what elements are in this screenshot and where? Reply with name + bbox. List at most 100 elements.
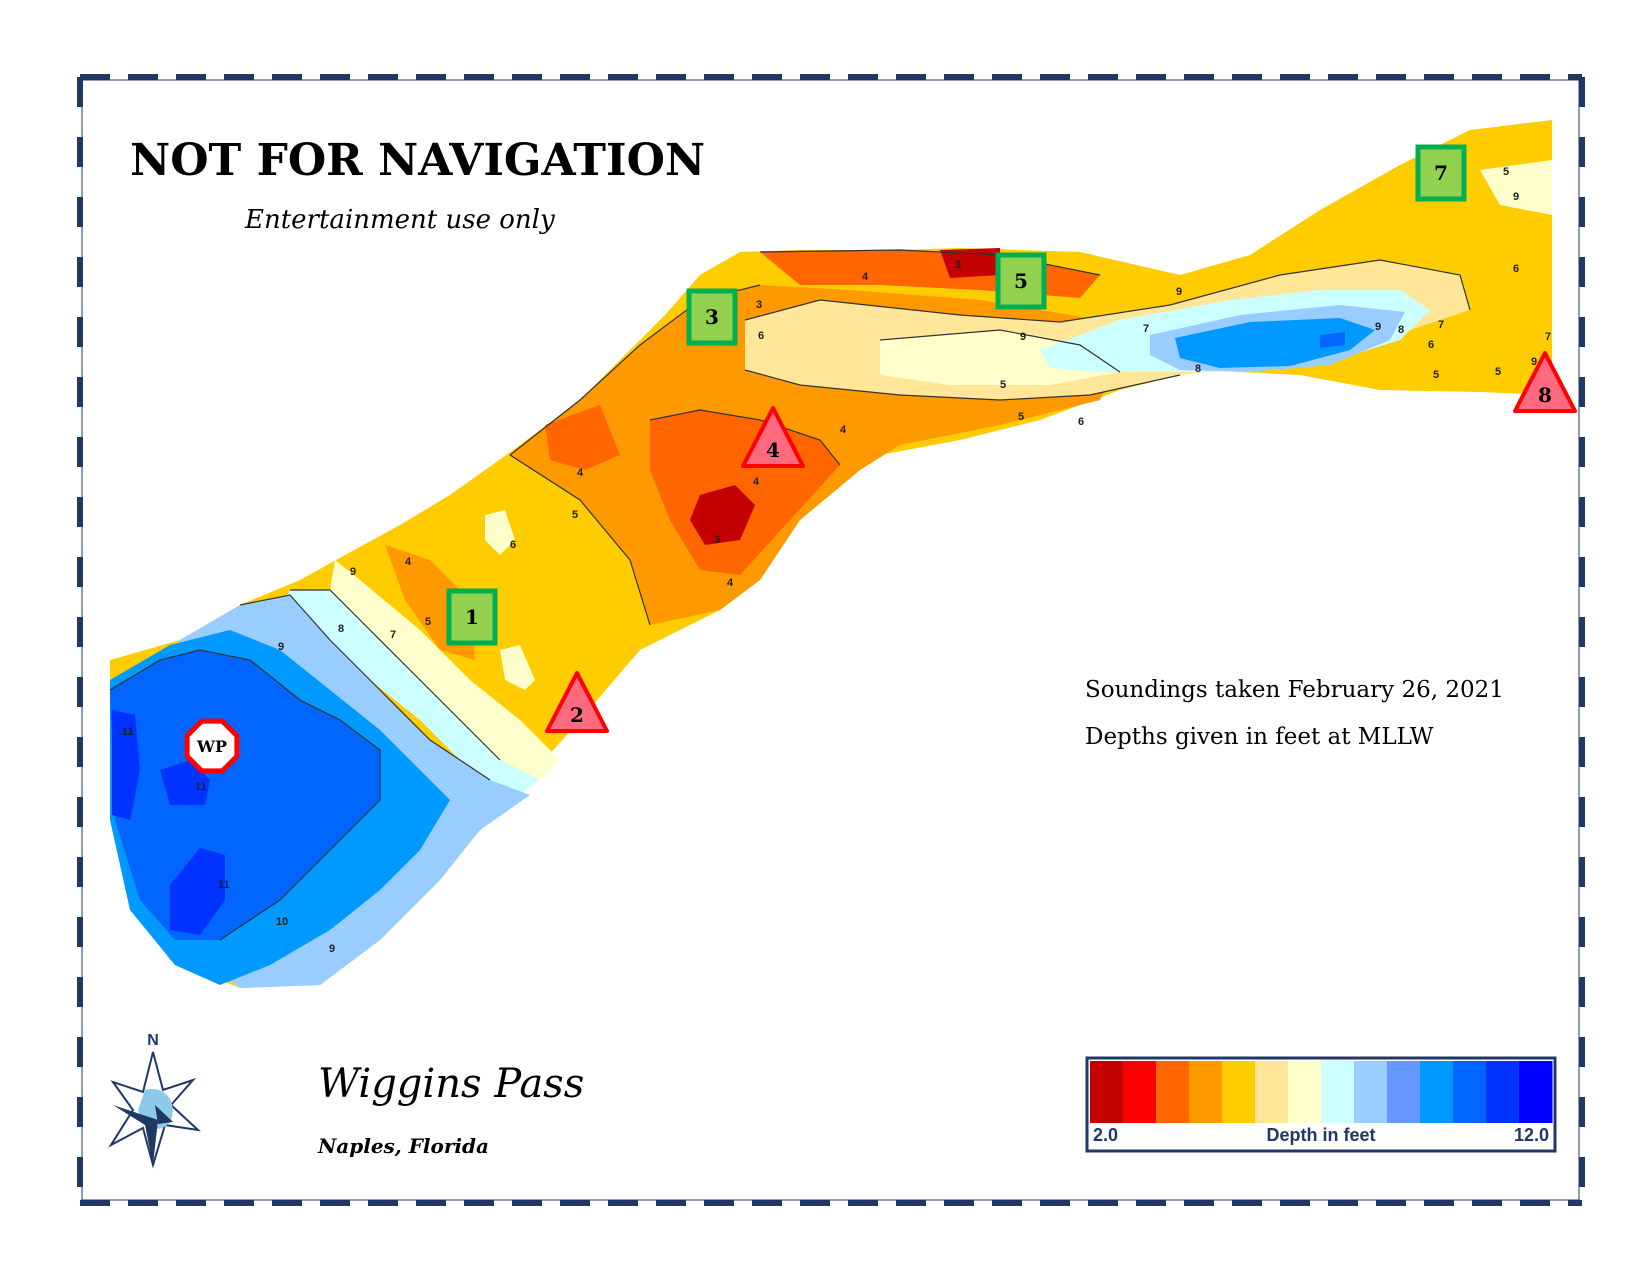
- contour-label: 5: [1503, 166, 1509, 178]
- contour-label: 10: [276, 916, 288, 928]
- green-marker: 5: [995, 252, 1047, 310]
- legend-swatch: [1090, 1061, 1124, 1123]
- green-marker: 7: [1415, 144, 1467, 202]
- datum-note: Depths given in feet at MLLW: [1085, 724, 1434, 750]
- legend-swatch: [1123, 1061, 1157, 1123]
- depth-zone-blue-east: [1175, 318, 1375, 368]
- green-marker: 3: [686, 288, 738, 346]
- warning-title: NOT FOR NAVIGATION: [130, 135, 705, 186]
- legend-swatches: [1090, 1061, 1553, 1123]
- contour-label: 9: [1513, 191, 1519, 203]
- legend-swatch: [1453, 1061, 1487, 1123]
- contour-label: 5: [425, 616, 431, 628]
- depth-zone-red: [690, 485, 755, 545]
- depth-zone-cream-shoal-2: [500, 645, 535, 690]
- legend-max-label: 12.0: [1514, 1125, 1549, 1145]
- contour-label: 3: [955, 259, 961, 271]
- contour-label: 6: [510, 539, 516, 551]
- depth-map: [110, 120, 1552, 988]
- red-marker: 4: [741, 406, 805, 468]
- waypoint-marker: WP: [184, 718, 240, 774]
- contour-label: 3: [756, 299, 762, 311]
- legend-swatch: [1420, 1061, 1454, 1123]
- legend-swatch: [1288, 1061, 1322, 1123]
- contour-label: 5: [572, 509, 578, 521]
- contour-label: 8: [1398, 324, 1404, 336]
- red-marker-label: 4: [766, 438, 780, 462]
- place-name: Wiggins Pass: [318, 1061, 584, 1107]
- legend-swatch: [1354, 1061, 1388, 1123]
- red-marker: 2: [545, 671, 609, 733]
- contour-label: 4: [405, 556, 412, 568]
- contour-label: 7: [390, 629, 396, 641]
- depth-zone-cyan-west: [280, 590, 540, 800]
- contour-label: 6: [1428, 339, 1434, 351]
- depth-zone-cream-shoal: [485, 510, 515, 555]
- legend-swatch: [1519, 1061, 1553, 1123]
- chart-frame: [77, 74, 1585, 1206]
- contour-label: 9: [329, 943, 335, 955]
- contour-label: 4: [840, 424, 847, 436]
- legend-title: Depth in feet: [1266, 1125, 1375, 1145]
- legend-swatch: [1486, 1061, 1520, 1123]
- contour-label: 4: [577, 467, 584, 479]
- contour-label: 5: [1495, 366, 1501, 378]
- contour-label: 6: [1513, 263, 1519, 275]
- depth-zone-deep-west-3: [170, 848, 225, 935]
- place-location: Naples, Florida: [317, 1134, 489, 1158]
- legend-swatch: [1255, 1061, 1289, 1123]
- red-marker-label: 2: [570, 703, 584, 727]
- legend-swatch: [1189, 1061, 1223, 1123]
- depth-zone-cream-ne: [1480, 160, 1552, 215]
- legend-min-label: 2.0: [1093, 1125, 1118, 1145]
- contour-label: 9: [1020, 331, 1026, 343]
- contour-label: 7: [1143, 323, 1149, 335]
- green-marker-label: 3: [705, 305, 719, 329]
- contour-label: 9: [350, 566, 356, 578]
- north-label: N: [147, 1032, 159, 1049]
- contour-label: 4: [727, 577, 734, 589]
- soundings-note: Soundings taken February 26, 2021: [1085, 677, 1504, 703]
- contour-label: 5: [1000, 379, 1006, 391]
- contour-label: 9: [1375, 321, 1381, 333]
- legend-swatch: [1156, 1061, 1190, 1123]
- depth-legend: 2.0 Depth in feet 12.0: [1085, 1056, 1557, 1153]
- green-marker: 1: [446, 588, 498, 646]
- green-marker-label: 5: [1014, 269, 1028, 293]
- contour-label: 5: [1433, 369, 1439, 381]
- depth-zone-deepblue-east: [1320, 332, 1345, 348]
- contour-label: 11: [195, 781, 207, 793]
- contour-label: 4: [862, 271, 869, 283]
- contour-label: 6: [758, 330, 764, 342]
- navigation-markers: 1 3 5 7 2 4 8 WP: [184, 144, 1577, 774]
- contour-label: 7: [1438, 319, 1444, 331]
- contour-label: 6: [1078, 416, 1084, 428]
- contour-label: 9: [1176, 286, 1182, 298]
- waypoint-label: WP: [196, 737, 227, 756]
- green-marker-label: 1: [465, 605, 479, 629]
- red-marker-label: 8: [1538, 383, 1552, 407]
- red-marker: 8: [1513, 351, 1577, 413]
- contour-label: 7: [1545, 331, 1551, 343]
- depth-zone-cream-west: [330, 560, 560, 780]
- contour-label: 8: [1195, 363, 1201, 375]
- contour-label: 11: [122, 726, 134, 738]
- legend-swatch: [1222, 1061, 1256, 1123]
- contour-label: 4: [753, 476, 760, 488]
- contour-label: 8: [338, 623, 344, 635]
- legend-swatch: [1321, 1061, 1355, 1123]
- depth-zone-red-north: [940, 248, 1000, 278]
- contour-label: 5: [1018, 411, 1024, 423]
- compass-rose-icon: N: [108, 1032, 202, 1169]
- depth-zone-deep-west-1: [112, 710, 140, 820]
- contour-label: 9: [278, 641, 284, 653]
- depth-zone-deep-west-2: [160, 760, 210, 805]
- warning-subtitle: Entertainment use only: [244, 205, 555, 235]
- contour-label: 11: [218, 879, 230, 891]
- depth-zone-dark-orange-w: [545, 405, 620, 470]
- contour-label: 3: [714, 534, 720, 546]
- green-marker-label: 7: [1434, 161, 1448, 185]
- legend-swatch: [1387, 1061, 1421, 1123]
